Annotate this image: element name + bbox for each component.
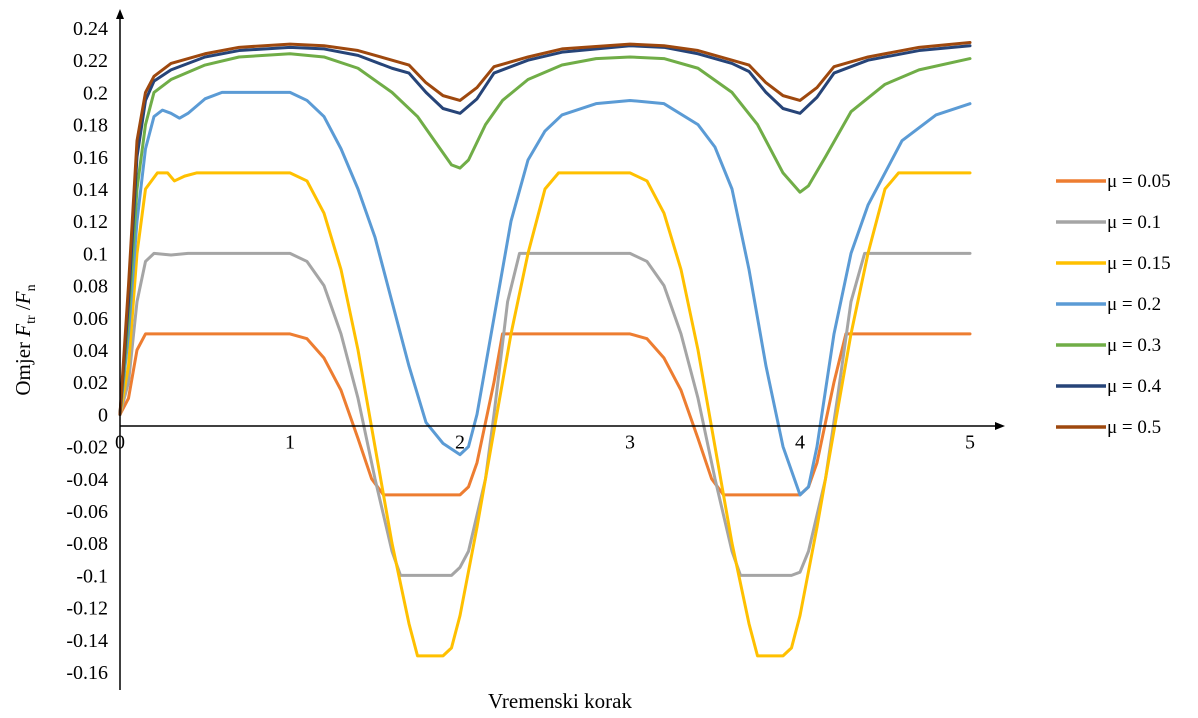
y-tick-label: 0.12 — [73, 211, 108, 233]
y-axis-title-num-var: F — [11, 324, 35, 338]
y-tick-label: 0.04 — [73, 340, 108, 362]
y-tick-label: 0.18 — [73, 115, 108, 137]
legend-label: μ = 0.5 — [1107, 417, 1161, 438]
y-tick-label: 0.14 — [73, 179, 108, 201]
x-tick-label: 4 — [795, 431, 805, 453]
y-tick-label: -0.12 — [66, 598, 108, 620]
y-tick-label: 0 — [98, 404, 108, 426]
legend-label: μ = 0.1 — [1107, 212, 1161, 233]
series-line-4 — [118, 90, 972, 497]
y-axis-title: Omjer Ftr /Fn — [11, 284, 39, 395]
y-tick-label: -0.14 — [66, 630, 108, 652]
legend-label: μ = 0.2 — [1107, 294, 1161, 315]
series-line-2 — [118, 251, 972, 577]
legend-label: μ = 0.05 — [1107, 171, 1171, 192]
y-tick-label: 0.2 — [83, 82, 108, 104]
y-tick-label: 0.24 — [73, 18, 108, 40]
legend: μ = 0.05 μ = 0.1 μ = 0.15 μ = 0.2 μ = 0.3 μ =… — [1056, 171, 1171, 438]
y-axis-title-slash: / — [11, 304, 35, 315]
y-tick-label: -0.02 — [66, 437, 108, 459]
y-tick-label: 0.1 — [83, 243, 108, 265]
y-tick-label: -0.06 — [66, 501, 108, 523]
y-axis-title-num-sub: tr — [24, 315, 39, 324]
axes-layer — [116, 9, 1005, 690]
x-tick-label: 2 — [455, 431, 465, 453]
y-axis-title-den-var: F — [11, 291, 35, 305]
y-axis-title-prefix: Omjer — [11, 337, 35, 396]
y-tick-label: 0.08 — [73, 276, 108, 298]
x-tick-label: 1 — [285, 431, 295, 453]
x-tick-label: 0 — [115, 431, 125, 453]
y-tick-label: 0.02 — [73, 372, 108, 394]
x-tick-labels: 0 1 2 3 4 5 — [115, 431, 975, 453]
y-tick-label: -0.1 — [76, 565, 108, 587]
legend-label: μ = 0.15 — [1107, 253, 1171, 274]
series-layer — [118, 40, 972, 658]
y-tick-label: -0.16 — [66, 662, 108, 684]
y-tick-label: 0.22 — [73, 50, 108, 72]
y-tick-label: 0.06 — [73, 308, 108, 330]
y-tick-label: -0.08 — [66, 533, 108, 555]
y-axis-title-den-sub: n — [24, 284, 39, 291]
legend-label: μ = 0.3 — [1107, 335, 1161, 356]
x-tick-label: 3 — [625, 431, 635, 453]
y-tick-label: -0.04 — [66, 469, 108, 491]
y-tick-labels: 0.24 0.22 0.2 0.18 0.16 0.14 0.12 0.1 0.08 0.06 0.… — [66, 18, 108, 684]
series-line-6 — [118, 44, 972, 416]
series-line-5 — [118, 52, 972, 416]
x-axis-title: Vremenski korak — [488, 689, 632, 713]
y-tick-label: 0.16 — [73, 147, 108, 169]
series-line-7 — [118, 40, 972, 416]
series-line-3 — [118, 171, 972, 658]
x-tick-label: 5 — [965, 431, 975, 453]
legend-label: μ = 0.4 — [1107, 376, 1162, 397]
